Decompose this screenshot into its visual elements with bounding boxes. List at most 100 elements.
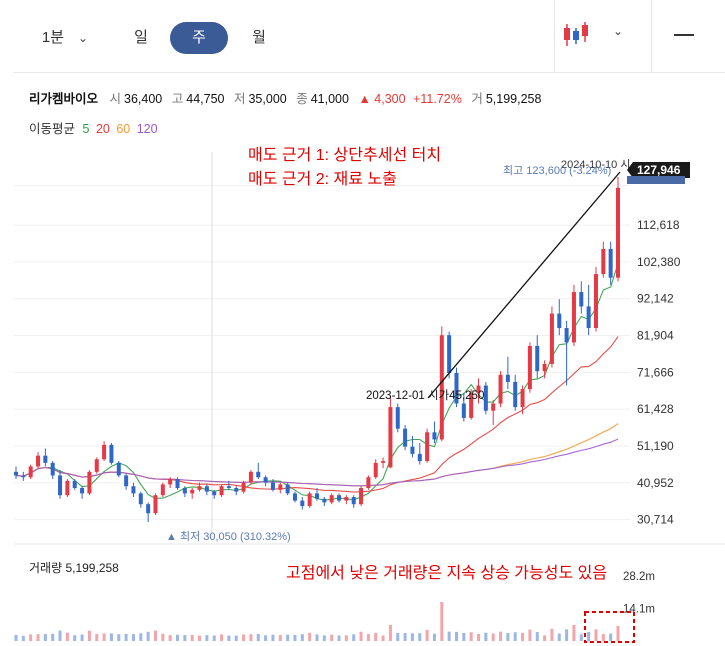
low-marker: ▲ 최저 30,050 (310.32%) xyxy=(166,530,291,543)
candle-body xyxy=(491,403,496,411)
candle-body xyxy=(410,446,415,454)
price-tick-label: 92,142 xyxy=(637,292,674,306)
volume-bar xyxy=(396,632,400,641)
candle-body xyxy=(219,486,224,496)
price-tick-label: 30,714 xyxy=(637,513,674,527)
volume-bar xyxy=(572,624,576,641)
volume-bar xyxy=(528,629,532,641)
volume-bar xyxy=(153,630,157,641)
candle-body xyxy=(425,432,430,462)
candle-body xyxy=(36,455,41,467)
tab-day[interactable]: 일 xyxy=(134,29,148,46)
candle-body xyxy=(549,313,554,364)
ma-20: 20 xyxy=(95,122,110,136)
price-tick-label: 81,904 xyxy=(637,329,674,343)
volume-bar xyxy=(587,631,591,641)
change-percent: +11.72% xyxy=(413,92,462,106)
volume-bar xyxy=(491,633,495,641)
toolbar-divider xyxy=(14,72,725,73)
volume-bar xyxy=(58,630,62,641)
candle-body xyxy=(461,403,466,418)
volume-title: 거래량 5,199,258 xyxy=(29,561,119,575)
upper-trendline xyxy=(427,171,621,399)
candles xyxy=(14,176,620,522)
volume-tick-label: 14.1m xyxy=(623,604,655,616)
candle-body xyxy=(388,407,393,468)
volume-bar xyxy=(161,633,165,641)
candle-body xyxy=(175,479,180,489)
tab-month[interactable]: 월 xyxy=(252,29,266,46)
volume-bar xyxy=(352,634,356,641)
volume-bar xyxy=(609,633,613,641)
candle-body xyxy=(94,459,99,472)
price-tick-label: 112,618 xyxy=(637,218,680,232)
candle-body xyxy=(351,497,356,505)
candlestick-icon[interactable] xyxy=(561,20,601,50)
candle-body xyxy=(300,500,305,506)
volume-bar xyxy=(212,635,216,641)
volume-bar xyxy=(190,634,194,641)
candle-body xyxy=(373,462,378,478)
chart-type-selector[interactable]: ⌄ xyxy=(555,0,652,72)
chevron-down-icon[interactable]: ⌄ xyxy=(78,31,89,45)
volume-bar xyxy=(65,632,69,641)
tab-week[interactable]: 주 xyxy=(170,22,228,54)
close-label: 종 xyxy=(296,92,308,106)
candle-body xyxy=(520,389,525,408)
collapse-button[interactable] xyxy=(652,0,725,72)
volume-bar xyxy=(176,634,180,641)
period-tab-group xyxy=(14,0,555,72)
volume-bar xyxy=(249,634,253,641)
volume-bar xyxy=(521,632,525,641)
volume-bar xyxy=(198,635,202,641)
price-chart[interactable]: 112,618 102,380 92,142 81,904 71,666 61,428 51… xyxy=(0,140,725,646)
candle-body xyxy=(131,486,136,494)
candle-body xyxy=(248,471,253,483)
volume-bar xyxy=(51,633,55,641)
candle-body xyxy=(432,432,437,440)
candle-body xyxy=(116,462,121,476)
volume-bar xyxy=(117,634,121,641)
volume-bar xyxy=(102,633,106,641)
volume-bar xyxy=(557,633,561,641)
volume-bar xyxy=(418,633,422,641)
ma-60-line xyxy=(15,423,619,487)
candle-body xyxy=(454,372,459,404)
candle-body xyxy=(21,475,26,478)
volume-bar xyxy=(256,634,260,641)
candle-body xyxy=(322,498,327,503)
volume-bar xyxy=(374,632,378,641)
current-price-label: 127,946 xyxy=(637,163,681,177)
volume-bar xyxy=(242,634,246,641)
volume-bar xyxy=(286,634,290,641)
volume-bar xyxy=(139,633,143,641)
volume-bar xyxy=(440,601,444,641)
candle-body xyxy=(395,407,400,429)
chart-toolbar: 1분 ⌄ 일 주 월 ⌄ xyxy=(0,0,725,73)
candle-body xyxy=(542,363,547,372)
volume-bar xyxy=(14,634,18,641)
candle-body xyxy=(483,385,488,411)
high-marker: 최고 123,600 (-3.24%) xyxy=(503,164,611,177)
candle-body xyxy=(513,381,518,408)
change-value: ▲ 4,300 xyxy=(358,92,406,106)
chevron-down-icon[interactable]: ⌄ xyxy=(613,24,624,38)
volume-bar xyxy=(499,631,503,641)
high-price-tag xyxy=(627,176,685,184)
volume-bar xyxy=(462,632,466,641)
candle-body xyxy=(285,484,290,494)
candle-body xyxy=(586,306,591,329)
price-axis: 112,618 102,380 92,142 81,904 71,666 61,428 51… xyxy=(633,179,681,527)
low-label: 저 xyxy=(233,92,246,106)
candle-body xyxy=(138,493,143,505)
tab-1min[interactable]: 1분 ⌄ xyxy=(30,22,100,54)
candle-body xyxy=(403,428,408,447)
moving-average-label: 이동평균 xyxy=(29,122,76,136)
volume-bar xyxy=(146,631,150,641)
candle-body xyxy=(593,274,598,329)
volume-bar xyxy=(513,632,517,641)
volume-bar xyxy=(506,632,510,641)
ma-20-line xyxy=(15,336,619,493)
volume-bar xyxy=(337,635,341,641)
volume-bar xyxy=(477,633,481,641)
